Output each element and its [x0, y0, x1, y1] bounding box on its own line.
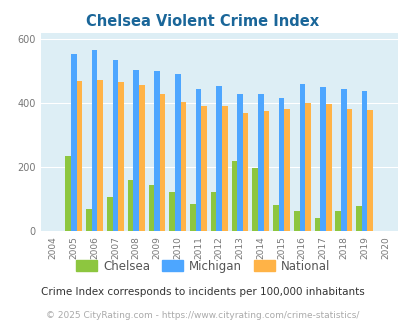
Bar [190, 204, 195, 231]
Bar [231, 161, 237, 231]
Bar [314, 217, 320, 231]
Bar [335, 211, 340, 231]
Bar [216, 86, 222, 231]
Bar [346, 109, 352, 231]
Bar [299, 84, 305, 231]
Bar [97, 80, 103, 231]
Bar [222, 106, 227, 231]
Bar [107, 197, 112, 231]
Bar [257, 94, 263, 231]
Bar [154, 71, 159, 231]
Legend: Chelsea, Michigan, National: Chelsea, Michigan, National [71, 255, 334, 278]
Bar [284, 109, 289, 231]
Bar [237, 94, 242, 231]
Bar [128, 180, 133, 231]
Bar [92, 50, 97, 231]
Bar [210, 192, 216, 231]
Bar [305, 103, 310, 231]
Bar [263, 111, 269, 231]
Bar [175, 74, 180, 231]
Text: © 2025 CityRating.com - https://www.cityrating.com/crime-statistics/: © 2025 CityRating.com - https://www.city… [46, 311, 359, 320]
Bar [159, 94, 165, 231]
Bar [148, 185, 154, 231]
Bar [367, 110, 372, 231]
Bar [65, 156, 71, 231]
Bar [320, 87, 325, 231]
Bar [118, 82, 124, 231]
Text: Chelsea Violent Crime Index: Chelsea Violent Crime Index [86, 14, 319, 29]
Bar [242, 114, 248, 231]
Text: Crime Index corresponds to incidents per 100,000 inhabitants: Crime Index corresponds to incidents per… [41, 287, 364, 297]
Bar [71, 54, 77, 231]
Bar [361, 91, 367, 231]
Bar [180, 102, 185, 231]
Bar [293, 211, 299, 231]
Bar [133, 70, 139, 231]
Bar [252, 168, 257, 231]
Bar [273, 205, 278, 231]
Bar [77, 81, 82, 231]
Bar [86, 209, 92, 231]
Bar [201, 107, 207, 231]
Bar [139, 85, 144, 231]
Bar [355, 206, 361, 231]
Bar [325, 104, 331, 231]
Bar [340, 89, 346, 231]
Bar [278, 98, 284, 231]
Bar [112, 59, 118, 231]
Bar [195, 89, 201, 231]
Bar [169, 192, 175, 231]
